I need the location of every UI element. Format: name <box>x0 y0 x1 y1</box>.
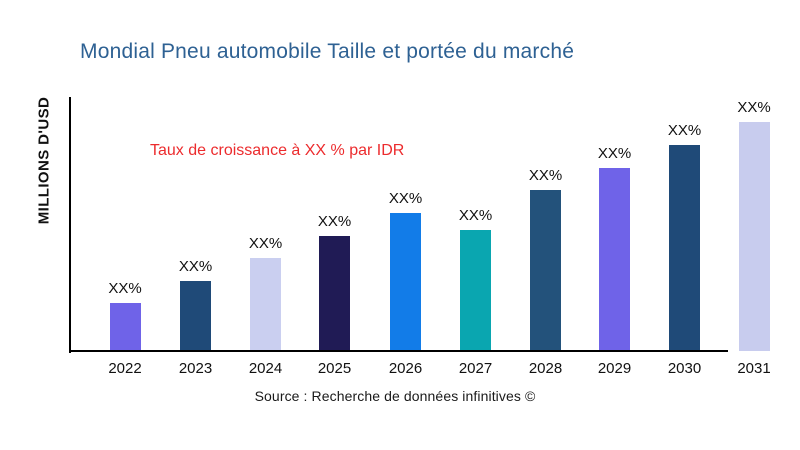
bar-value-label-2024: XX% <box>248 235 283 252</box>
bar-value-label-2031: XX% <box>737 99 771 116</box>
bar-group-2023: XX% 2023 <box>178 97 213 377</box>
chart-title: Mondial Pneu automobile Taille et portée… <box>80 40 575 63</box>
x-axis-tick-2028: 2028 <box>528 360 563 377</box>
bar-2029 <box>599 168 630 351</box>
bar-group-2024: XX% 2024 <box>248 97 283 377</box>
x-axis-tick-2022: 2022 <box>108 360 142 377</box>
x-axis-tick-2025: 2025 <box>317 360 352 377</box>
x-axis-tick-2023: 2023 <box>178 360 213 377</box>
bar-group-2027: XX% 2027 <box>458 97 493 377</box>
bar-2025 <box>319 236 350 351</box>
bar-value-label-2029: XX% <box>597 145 632 162</box>
x-axis-tick-2030: 2030 <box>667 360 702 377</box>
bar-2022 <box>109 303 141 351</box>
bar-value-label-2022: XX% <box>108 280 142 297</box>
bar-2026 <box>390 213 421 351</box>
x-axis-tick-2027: 2027 <box>458 360 493 377</box>
bar-2030 <box>669 145 700 351</box>
plot-area: XX% 2022 XX% 2023 XX% 2024 XX% 2025 XX% 2026 XX% 20… <box>70 97 790 377</box>
x-axis-tick-2031: 2031 <box>737 360 771 377</box>
bar-group-2028: XX% 2028 <box>528 97 563 377</box>
bar-value-label-2025: XX% <box>317 213 352 230</box>
bar-2023 <box>180 281 211 351</box>
x-axis-tick-2029: 2029 <box>597 360 632 377</box>
bar-group-2031: XX% 2031 <box>737 97 771 377</box>
source-attribution: Source : Recherche de données infinitive… <box>254 388 536 404</box>
bar-group-2025: XX% 2025 <box>317 97 352 377</box>
bar-value-label-2023: XX% <box>178 258 213 275</box>
bar-group-2029: XX% 2029 <box>597 97 632 377</box>
bar-value-label-2026: XX% <box>388 190 423 207</box>
bar-2031 <box>738 122 770 351</box>
bar-value-label-2027: XX% <box>458 207 493 224</box>
y-axis-label: MILLIONS D'USD <box>35 96 53 225</box>
bar-group-2030: XX% 2030 <box>667 97 702 377</box>
x-axis-tick-2024: 2024 <box>248 360 283 377</box>
bar-2024 <box>250 258 281 351</box>
y-axis-line <box>69 97 71 353</box>
bar-group-2026: XX% 2026 <box>388 97 423 377</box>
bar-value-label-2028: XX% <box>528 167 563 184</box>
bar-group-2022: XX% 2022 <box>108 97 142 377</box>
bar-value-label-2030: XX% <box>667 122 702 139</box>
growth-rate-annotation: Taux de croissance à XX % par IDR <box>150 142 405 159</box>
bar-2028 <box>530 190 561 351</box>
x-axis-line <box>69 350 728 352</box>
bar-2027 <box>460 230 491 351</box>
x-axis-tick-2026: 2026 <box>388 360 423 377</box>
